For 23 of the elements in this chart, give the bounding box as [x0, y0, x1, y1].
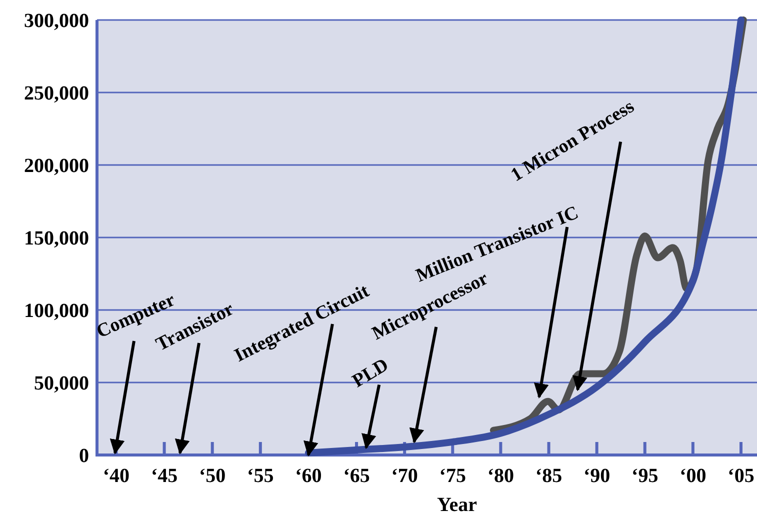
y-tick-label: 50,000: [34, 372, 89, 394]
x-tick-label: ‘75: [439, 465, 466, 487]
x-tick-label: ‘45: [150, 465, 178, 487]
y-tick-label: 100,000: [24, 300, 89, 322]
x-tick-label: ‘85: [535, 465, 562, 487]
y-tick-label: 250,000: [24, 82, 89, 104]
x-tick-label: ‘60: [295, 465, 322, 487]
x-tick-label: ‘95: [632, 465, 658, 487]
x-tick-label: ‘40: [102, 465, 130, 487]
x-tick-label: ‘50: [199, 465, 226, 487]
x-tick-label: ‘00: [680, 465, 706, 487]
x-tick-label: ‘55: [247, 465, 274, 487]
x-axis-title: Year: [437, 494, 478, 514]
y-tick-label: 0: [79, 445, 89, 467]
y-tick-label: 150,000: [24, 228, 89, 250]
x-tick-label: ‘70: [391, 465, 418, 487]
y-tick-label: 300,000: [24, 10, 89, 32]
x-tick-label: ‘65: [343, 465, 370, 487]
y-tick-label: 200,000: [24, 155, 89, 177]
x-tick-label: ‘05: [728, 465, 754, 487]
x-tick-label: ‘90: [583, 465, 610, 487]
x-tick-label: ‘80: [487, 465, 514, 487]
annotation: PLD: [348, 354, 392, 392]
